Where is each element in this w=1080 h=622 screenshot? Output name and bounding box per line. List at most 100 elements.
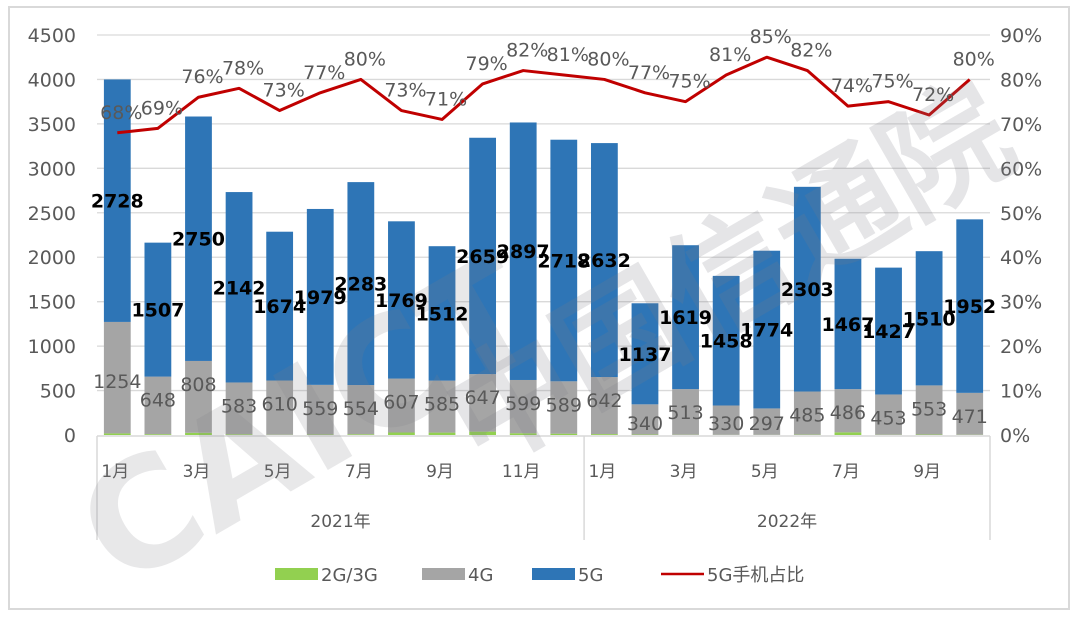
label-5g: 1427 — [862, 321, 915, 343]
bar-2g3g — [185, 432, 212, 435]
bar-5g — [347, 182, 375, 386]
bar-4g — [631, 404, 659, 435]
y2-tick-label: 40% — [1000, 247, 1042, 269]
bar-4g — [103, 321, 131, 434]
label-5g: 2142 — [213, 277, 266, 299]
label-4g: 297 — [749, 413, 785, 435]
bar-5g — [306, 208, 334, 385]
x-axis: 1月 3月 5月 7月 9月 11月 1月 3月 5月 7月 9月 2021年 2022年 — [96, 435, 991, 540]
y-axis-right: 0% 10% 20% 30% 40% 50% 60% 70% 80% 90% — [1000, 25, 1042, 447]
label-4g: 599 — [505, 393, 541, 415]
legend-swatch — [532, 568, 575, 580]
label-4g: 553 — [911, 398, 947, 420]
bar-5g — [753, 250, 781, 409]
label-share: 76% — [181, 66, 223, 88]
bar-4g — [469, 374, 497, 432]
label-share: 73% — [384, 80, 426, 102]
x-tick-label: 5月 — [264, 462, 292, 482]
label-share: 82% — [790, 40, 832, 62]
label-4g: 340 — [627, 413, 663, 435]
legend-swatch — [422, 568, 465, 580]
share-polyline — [117, 55, 971, 135]
legend-label: 5G手机占比 — [707, 565, 804, 586]
y-tick-label: 3000 — [28, 158, 76, 180]
label-5g: 1467 — [821, 314, 874, 336]
bar-4g — [550, 381, 578, 434]
bar-2g3g — [469, 431, 497, 435]
y-tick-label: 2000 — [28, 247, 76, 269]
label-share: 72% — [912, 84, 954, 106]
label-4g: 485 — [789, 405, 825, 427]
bar-5g — [631, 303, 659, 405]
bar-5g — [266, 231, 294, 381]
label-5g: 2632 — [578, 250, 631, 272]
label-share: 81% — [547, 44, 589, 66]
x-tick-label: 7月 — [345, 462, 373, 482]
label-5g: 2718 — [537, 251, 590, 273]
bar-2g3g — [428, 432, 456, 435]
label-share: 80% — [953, 48, 995, 70]
legend-swatch — [275, 568, 318, 580]
bar-2g3g — [550, 433, 578, 435]
label-5g: 2283 — [334, 274, 387, 296]
x-tick-label: 1月 — [101, 462, 129, 482]
legend-label: 2G/3G — [321, 565, 378, 586]
y2-tick-label: 20% — [1000, 336, 1042, 358]
label-share: 80% — [587, 48, 629, 70]
y2-tick-label: 60% — [1000, 158, 1042, 180]
label-4g: 559 — [302, 398, 338, 420]
share-line — [117, 55, 971, 135]
label-share: 79% — [465, 53, 507, 75]
label-4g: 513 — [667, 402, 703, 424]
label-4g: 610 — [262, 394, 298, 416]
label-share: 80% — [344, 48, 386, 70]
label-4g: 808 — [180, 374, 216, 396]
legend-label: 4G — [468, 565, 493, 586]
label-5g: 2303 — [781, 279, 834, 301]
bar-5g — [469, 137, 497, 375]
label-5g: 1674 — [253, 296, 306, 318]
bar-2g3g — [144, 434, 172, 435]
label-share: 69% — [141, 97, 183, 119]
label-share: 78% — [222, 57, 264, 79]
bar-4g — [388, 378, 415, 433]
label-4g: 486 — [830, 402, 866, 424]
bar-5g — [834, 258, 862, 390]
x-tick-label: 11月 — [502, 462, 541, 482]
label-share: 71% — [425, 88, 467, 110]
bar-4g — [793, 391, 821, 435]
bar-5g — [590, 143, 618, 378]
legend: 2G/3G 4G 5G 5G手机占比 — [275, 565, 804, 586]
y-tick-label: 0 — [64, 425, 76, 447]
bar-4g — [185, 360, 212, 433]
bar-4g — [834, 389, 862, 433]
label-5g: 1769 — [375, 290, 428, 312]
label-4g: 453 — [870, 407, 906, 429]
y2-tick-label: 0% — [1000, 425, 1030, 447]
x-tick-label: 3月 — [183, 462, 211, 482]
group-label: 2022年 — [757, 512, 817, 532]
bar-5g — [225, 192, 253, 383]
bar-5g — [875, 267, 902, 395]
label-share: 85% — [750, 26, 792, 48]
bar-4g — [672, 389, 699, 435]
bar-2g3g — [103, 433, 131, 435]
bar-2g3g — [509, 433, 537, 435]
bar-4g — [875, 394, 902, 435]
bar-5g — [915, 251, 943, 386]
bar-4g — [428, 380, 456, 433]
label-5g: 1512 — [416, 303, 469, 325]
label-5g: 1137 — [619, 344, 672, 366]
x-tick-label: 9月 — [426, 462, 454, 482]
x-tick-label: 7月 — [832, 462, 860, 482]
bar-5g — [144, 242, 172, 377]
bar-4g — [712, 405, 740, 435]
label-4g: 607 — [383, 392, 419, 414]
x-tick-label: 3月 — [670, 462, 698, 482]
y-tick-label: 4500 — [28, 25, 76, 47]
label-4g: 1254 — [93, 371, 141, 393]
bar-4g — [915, 385, 943, 435]
